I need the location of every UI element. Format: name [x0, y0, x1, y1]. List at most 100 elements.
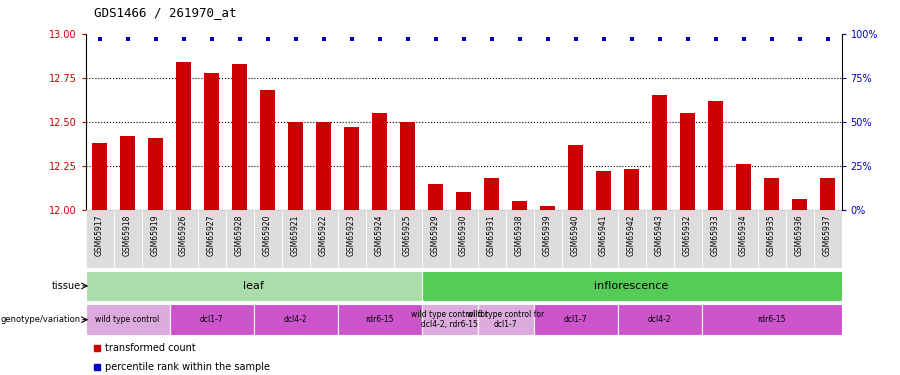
Bar	[701, 304, 842, 335]
Text: dcl4-2: dcl4-2	[648, 315, 671, 324]
Text: GSM65917: GSM65917	[95, 214, 104, 256]
Bar	[260, 90, 275, 210]
Bar	[764, 178, 779, 210]
Bar	[365, 210, 393, 268]
Text: GSM65927: GSM65927	[207, 214, 216, 256]
Text: wild type control for
dcl4-2, rdr6-15: wild type control for dcl4-2, rdr6-15	[411, 310, 488, 329]
Bar	[478, 304, 534, 335]
Bar	[449, 210, 478, 268]
Text: percentile rank within the sample: percentile rank within the sample	[105, 362, 270, 372]
Bar	[169, 210, 197, 268]
Bar	[316, 122, 331, 210]
Bar	[254, 210, 282, 268]
Bar	[141, 210, 169, 268]
Bar	[680, 113, 695, 210]
Bar	[338, 210, 365, 268]
Bar	[372, 113, 387, 210]
Bar	[736, 164, 752, 210]
Bar	[86, 304, 169, 335]
Text: GSM65924: GSM65924	[375, 214, 384, 256]
Text: rdr6-15: rdr6-15	[365, 315, 394, 324]
Bar	[758, 210, 786, 268]
Text: GSM65929: GSM65929	[431, 214, 440, 256]
Bar	[455, 192, 472, 210]
Text: GSM65935: GSM65935	[767, 214, 776, 256]
Bar	[344, 127, 359, 210]
Bar	[820, 178, 835, 210]
Text: GSM65939: GSM65939	[543, 214, 552, 256]
Text: GSM65937: GSM65937	[823, 214, 832, 256]
Text: GSM65938: GSM65938	[515, 214, 524, 256]
Bar	[421, 304, 478, 335]
Bar	[226, 210, 254, 268]
Bar	[786, 210, 814, 268]
Bar	[400, 122, 415, 210]
Bar	[534, 304, 617, 335]
Bar	[421, 210, 449, 268]
Text: wild type control: wild type control	[95, 315, 159, 324]
Bar	[590, 210, 617, 268]
Text: GSM65920: GSM65920	[263, 214, 272, 256]
Bar	[120, 136, 135, 210]
Text: tissue: tissue	[52, 281, 81, 291]
Text: GSM65921: GSM65921	[291, 214, 300, 256]
Bar	[203, 72, 220, 210]
Bar	[197, 210, 226, 268]
Bar	[421, 271, 842, 301]
Text: GSM65930: GSM65930	[459, 214, 468, 256]
Text: GSM65922: GSM65922	[319, 214, 328, 256]
Bar	[673, 210, 701, 268]
Text: GSM65933: GSM65933	[711, 214, 720, 256]
Bar	[814, 210, 842, 268]
Bar	[169, 304, 254, 335]
Text: GSM65918: GSM65918	[123, 214, 132, 256]
Bar	[652, 96, 667, 210]
Text: wild type control for
dcl1-7: wild type control for dcl1-7	[467, 310, 544, 329]
Text: GSM65934: GSM65934	[739, 214, 748, 256]
Bar	[288, 122, 303, 210]
Bar	[792, 200, 807, 210]
Bar	[596, 171, 611, 210]
Text: dcl1-7: dcl1-7	[200, 315, 223, 324]
Text: GSM65925: GSM65925	[403, 214, 412, 256]
Bar	[645, 210, 673, 268]
Text: GSM65931: GSM65931	[487, 214, 496, 256]
Text: GSM65926: GSM65926	[179, 214, 188, 256]
Bar	[562, 210, 590, 268]
Bar	[176, 62, 191, 210]
Bar	[568, 145, 583, 210]
Bar	[113, 210, 141, 268]
Text: dcl4-2: dcl4-2	[284, 315, 307, 324]
Text: transformed count: transformed count	[105, 343, 196, 353]
Bar	[478, 210, 506, 268]
Bar	[310, 210, 338, 268]
Bar	[624, 170, 639, 210]
Bar	[617, 210, 645, 268]
Bar	[428, 183, 443, 210]
Bar	[534, 210, 562, 268]
Text: GSM65919: GSM65919	[151, 214, 160, 256]
Bar	[86, 210, 113, 268]
Text: leaf: leaf	[243, 281, 264, 291]
Text: GSM65928: GSM65928	[235, 214, 244, 256]
Bar	[92, 143, 107, 210]
Bar	[338, 304, 421, 335]
Bar	[148, 138, 163, 210]
Bar	[232, 64, 248, 210]
Bar	[701, 210, 730, 268]
Bar	[707, 101, 724, 210]
Text: rdr6-15: rdr6-15	[757, 315, 786, 324]
Text: genotype/variation: genotype/variation	[1, 315, 81, 324]
Bar	[393, 210, 421, 268]
Text: GSM65936: GSM65936	[795, 214, 804, 256]
Bar	[282, 210, 310, 268]
Bar	[254, 304, 338, 335]
Text: GSM65943: GSM65943	[655, 214, 664, 256]
Bar	[512, 201, 527, 210]
Text: GDS1466 / 261970_at: GDS1466 / 261970_at	[94, 6, 237, 19]
Bar	[540, 207, 555, 210]
Text: GSM65941: GSM65941	[599, 214, 608, 256]
Bar	[506, 210, 534, 268]
Text: dcl1-7: dcl1-7	[563, 315, 588, 324]
Text: GSM65942: GSM65942	[627, 214, 636, 256]
